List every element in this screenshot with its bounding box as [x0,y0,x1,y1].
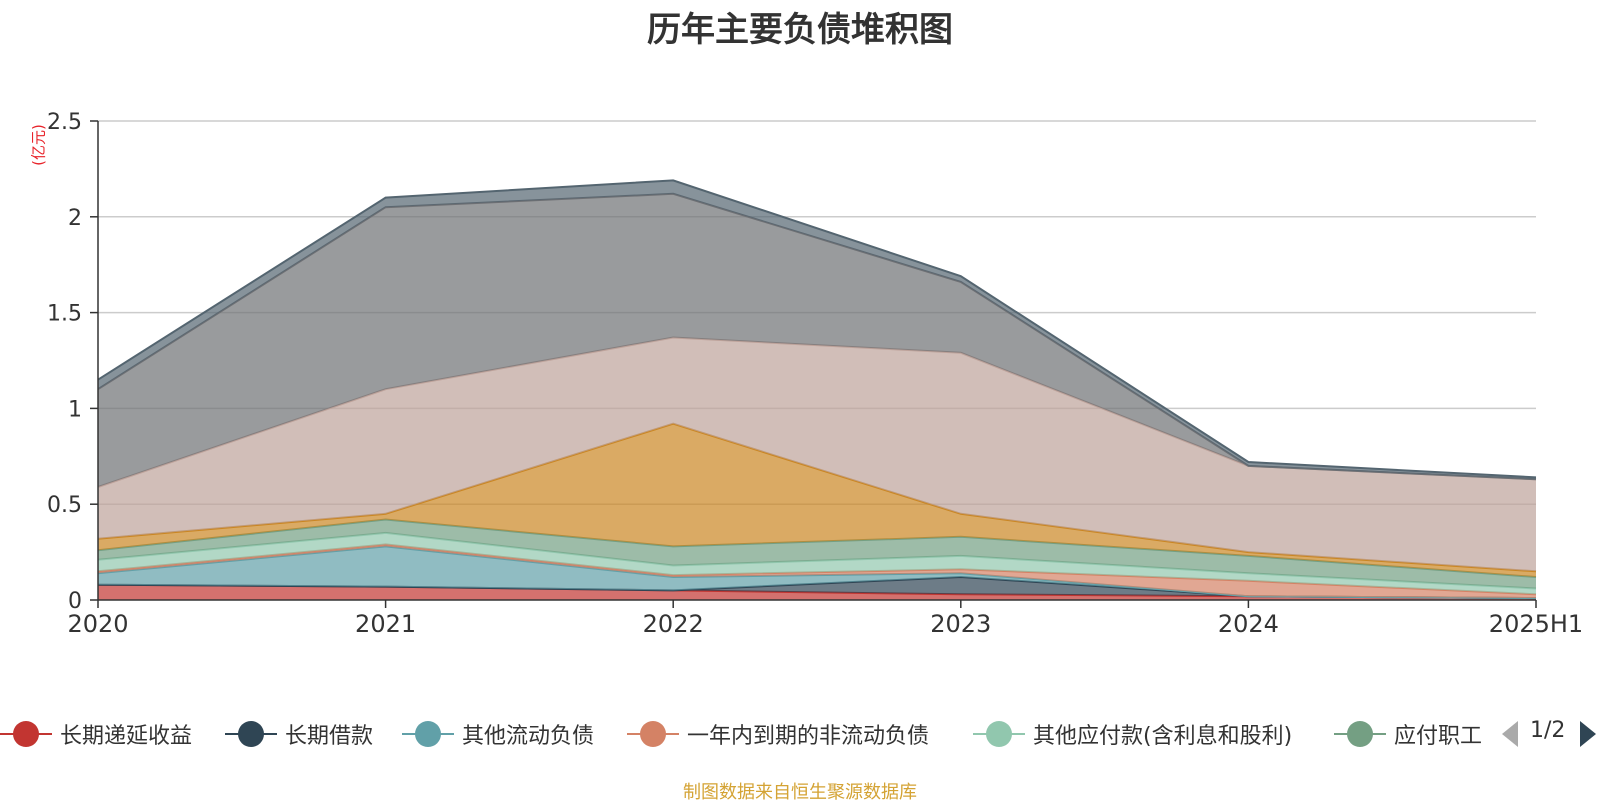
legend-item[interactable]: 一年内到期的非流动负债 [627,714,929,754]
legend-item[interactable]: 其他应付款(含利息和股利) [973,714,1292,754]
x-tick-label: 2020 [67,610,128,638]
legend-page-indicator: 1/2 [1530,718,1566,743]
x-tick-label: 2025H1 [1489,610,1583,638]
legend: 长期递延收益 长期借款 其他流动负债 一年内到期的非流动负债 其他应付款(含利息和股利)… [0,714,1600,754]
legend-label: 其他应付款(含利息和股利) [1033,724,1293,749]
legend-marker-icon [973,721,1025,747]
x-tick-label: 2023 [930,610,991,638]
stacked-areas [97,179,1537,600]
source-note: 制图数据来自恒生聚源数据库 [683,782,917,803]
legend-next-page-icon[interactable] [1580,721,1596,747]
legend-item[interactable]: 其他流动负债 [402,714,594,754]
area-series-8[interactable] [98,193,1536,488]
legend-item[interactable]: 应付职工 [1334,714,1482,754]
y-tick-label: 1 [68,397,82,422]
legend-label: 长期借款 [285,724,374,749]
area-series-7[interactable] [98,337,1536,572]
axes [90,120,1537,608]
tick-labels: 0 0.5 1 1.5 2 2.5 2020 2021 2022 2023 2024 2025H1 [47,110,1583,638]
area-series-line-9 [97,179,1537,479]
legend-prev-page-icon[interactable] [1502,721,1518,747]
legend-label: 应付职工 [1394,724,1483,749]
legend-label: 其他流动负债 [462,724,595,749]
x-tick-label: 2021 [355,610,416,638]
legend-marker-icon [627,721,679,747]
legend-marker-icon [225,721,277,747]
legend-label: 一年内到期的非流动负债 [687,724,930,749]
area-series-4[interactable] [98,532,1536,595]
legend-marker-icon [402,721,454,747]
chart-title: 历年主要负债堆积图 [647,10,953,50]
y-tick-label: 0.5 [47,493,82,518]
area-series-3[interactable] [98,544,1536,599]
y-tick-label: 2.5 [47,110,82,135]
y-tick-label: 0 [68,589,82,614]
x-tick-label: 2024 [1218,610,1279,638]
y-tick-label: 1.5 [47,302,82,327]
legend-marker-icon [0,721,52,747]
area-series-6[interactable] [98,423,1536,577]
area-series-2[interactable] [98,546,1536,599]
x-tick-label: 2022 [643,610,704,638]
legend-item[interactable]: 长期借款 [225,714,373,754]
legend-item[interactable]: 长期递延收益 [0,714,192,754]
y-tick-label: 2 [68,206,82,231]
legend-marker-icon [1334,721,1386,747]
legend-label: 长期递延收益 [60,724,193,749]
area-series-5[interactable] [98,519,1536,589]
area-series-1[interactable] [98,577,1536,599]
legend-pager: 1/2 [1498,716,1600,752]
